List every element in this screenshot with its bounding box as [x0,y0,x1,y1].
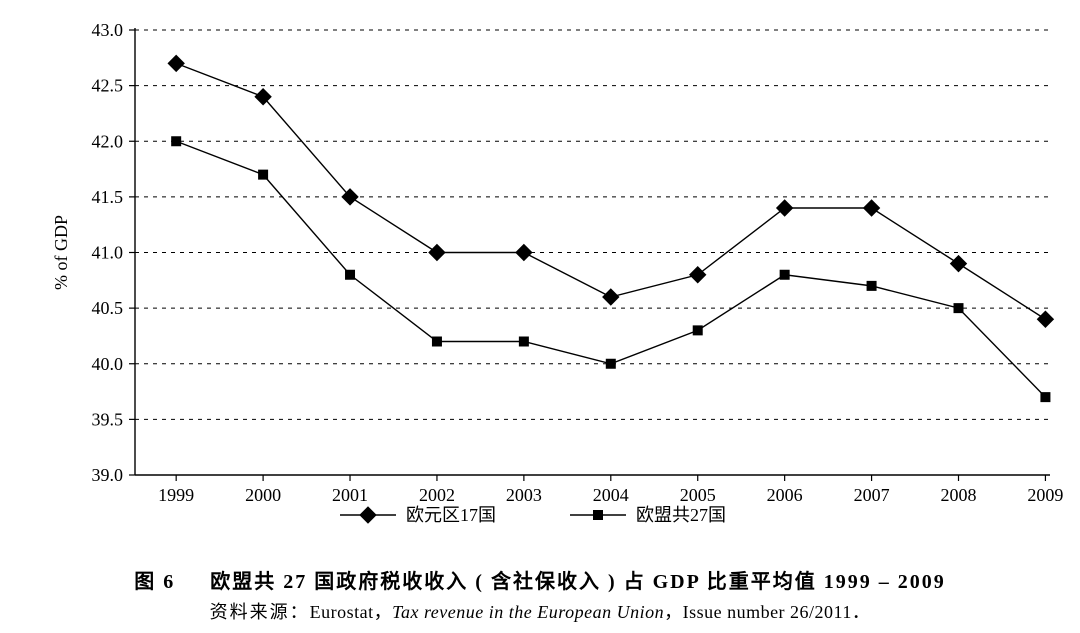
figure-caption-title: 图 6 欧盟共 27 国政府税收收入 ( 含社保收入 ) 占 GDP 比重平均值… [0,565,1080,594]
diamond-marker [777,200,793,216]
square-marker [432,337,441,346]
source-roman-2: ，Issue number 26/2011． [664,602,870,622]
ytick-label: 42.0 [92,131,124,151]
square-marker [346,270,355,279]
figure-caption-source: 资料来源：Eurostat，Tax revenue in the Europea… [0,598,1080,624]
xtick-label: 1999 [158,485,194,505]
ytick-label: 40.0 [92,354,124,374]
xtick-label: 2009 [1027,485,1063,505]
diamond-marker [951,256,967,272]
diamond-marker [168,55,184,71]
legend-label: 欧盟共27国 [636,505,726,525]
figure-container: { "chart": { "type": "line", "width_px":… [0,0,1080,633]
diamond-marker [603,289,619,305]
square-marker [606,359,615,368]
diamond-marker [864,200,880,216]
ytick-label: 41.0 [92,243,124,263]
xtick-label: 2005 [680,485,716,505]
xtick-label: 2006 [767,485,803,505]
diamond-marker [690,267,706,283]
square-marker [172,137,181,146]
source-label: 资料来源 [210,602,290,622]
ytick-label: 40.5 [92,298,124,318]
legend-item: 欧元区17国 [340,505,496,525]
square-marker [693,326,702,335]
source-italic: Tax revenue in the European Union [392,602,664,622]
caption-text: 欧盟共 27 国政府税收收入 ( 含社保收入 ) 占 GDP 比重平均值 199… [210,571,945,593]
legend-label: 欧元区17国 [406,505,496,525]
diamond-marker [516,245,532,261]
square-marker [867,281,876,290]
square-marker [780,270,789,279]
xtick-label: 2003 [506,485,542,505]
square-marker [519,337,528,346]
y-axis-label: % of GDP [51,215,71,290]
ytick-label: 39.0 [92,465,124,485]
series [168,55,1053,327]
ytick-label: 41.5 [92,187,124,207]
source-roman-1: Eurostat， [310,602,393,622]
legend-item: 欧盟共27国 [570,505,726,525]
square-marker [259,170,268,179]
series-line [176,141,1045,397]
series-line [176,63,1045,319]
caption-prefix: 图 6 [134,571,175,593]
xtick-label: 2008 [941,485,977,505]
diamond-marker [360,507,376,523]
diamond-marker [1037,311,1053,327]
line-chart: 39.0 39.5 40.0 40.5 41.0 41.5 42.0 42.5 43.0 1999… [0,0,1080,560]
square-marker [594,511,603,520]
diamond-marker [429,245,445,261]
square-marker [954,304,963,313]
ytick-label: 43.0 [92,20,124,40]
source-sep: ： [290,602,310,622]
series [172,137,1050,402]
xtick-label: 2007 [854,485,890,505]
square-marker [1041,393,1050,402]
xtick-label: 2004 [593,485,629,505]
ytick-label: 42.5 [92,76,124,96]
xtick-label: 2001 [332,485,368,505]
ytick-label: 39.5 [92,409,124,429]
xtick-label: 2000 [245,485,281,505]
xtick-label: 2002 [419,485,455,505]
